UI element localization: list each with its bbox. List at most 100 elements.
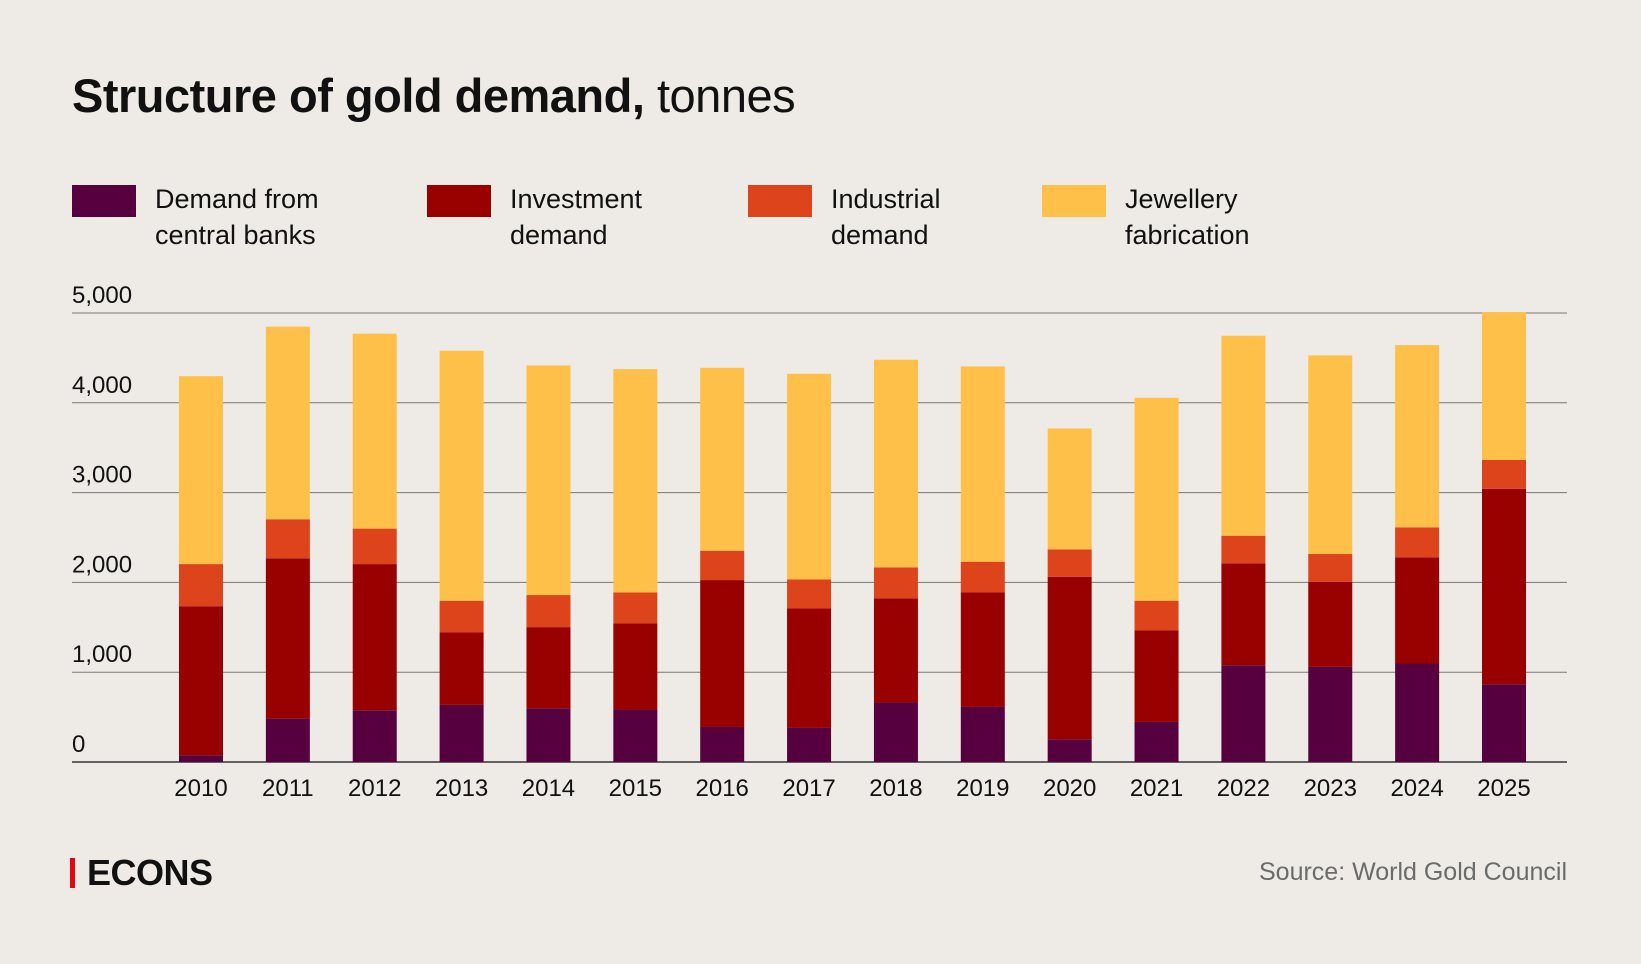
title-unit: tonnes (656, 69, 796, 122)
source-note: Source: World Gold Council (1258, 858, 1567, 886)
title-main: Structure of gold demand, (72, 69, 645, 122)
y-tick-label: 3,000 (72, 462, 132, 489)
bar-segment-demand-from-central-banks-2013 (439, 704, 484, 762)
bar-segment-demand-from-central-banks-2019 (960, 706, 1005, 762)
bar-segment-demand-from-central-banks-2010 (179, 755, 223, 762)
x-tick-label: 2023 (1304, 775, 1357, 802)
legend-item-investment: Investment demand (427, 184, 642, 250)
bar-segment-industrial-demand-2019 (960, 561, 1005, 593)
bar-segment-investment-demand-2022 (1221, 563, 1266, 666)
legend-item-jewellery: Jewellery fabrication (1042, 184, 1250, 250)
bar-segment-demand-from-central-banks-2011 (265, 718, 310, 762)
x-tick-label: 2021 (1130, 775, 1183, 802)
bar-segment-investment-demand-2010 (179, 606, 223, 756)
bar-segment-investment-demand-2024 (1395, 557, 1440, 664)
x-tick-label: 2010 (174, 775, 227, 802)
legend-label: Demand from central banks (155, 184, 319, 250)
bar-segment-jewellery-fabrication-2022 (1221, 335, 1266, 536)
bar-segment-investment-demand-2021 (1134, 630, 1179, 722)
bar-segment-industrial-demand-2010 (179, 564, 223, 607)
bar-segment-jewellery-fabrication-2012 (352, 333, 397, 529)
bar-segment-investment-demand-2025 (1482, 488, 1526, 685)
x-tick-label: 2019 (956, 775, 1009, 802)
x-tick-label: 2018 (869, 775, 922, 802)
bar-segment-industrial-demand-2022 (1221, 535, 1266, 564)
x-tick-label: 2012 (348, 775, 401, 802)
bar-segment-industrial-demand-2014 (526, 595, 571, 628)
bar-segment-demand-from-central-banks-2024 (1395, 663, 1440, 762)
bar-segment-industrial-demand-2017 (787, 579, 832, 609)
bar-segment-demand-from-central-banks-2020 (1047, 739, 1092, 762)
bar-segment-jewellery-fabrication-2018 (873, 359, 918, 568)
y-tick-label: 1,000 (72, 641, 132, 668)
bar-segment-industrial-demand-2018 (873, 567, 918, 599)
bar-segment-investment-demand-2013 (439, 632, 484, 705)
bar-segment-industrial-demand-2012 (352, 528, 397, 565)
bar-segment-jewellery-fabrication-2013 (439, 350, 484, 601)
y-tick-label: 5,000 (72, 282, 132, 309)
x-tick-label: 2014 (522, 775, 575, 802)
bar-segment-demand-from-central-banks-2016 (700, 726, 745, 762)
bar-segment-industrial-demand-2025 (1482, 459, 1526, 489)
bar-segment-investment-demand-2023 (1308, 581, 1353, 667)
bar-segment-investment-demand-2017 (787, 608, 832, 728)
bar-segment-industrial-demand-2021 (1134, 600, 1179, 631)
bar-segment-industrial-demand-2016 (700, 550, 745, 581)
x-tick-label: 2025 (1477, 775, 1530, 802)
bar-segment-demand-from-central-banks-2012 (352, 710, 397, 762)
bar-segment-demand-from-central-banks-2022 (1221, 665, 1266, 762)
x-tick-label: 2024 (1390, 775, 1443, 802)
x-tick-label: 2013 (435, 775, 488, 802)
bar-segment-demand-from-central-banks-2014 (526, 708, 571, 762)
bar-segment-jewellery-fabrication-2023 (1308, 355, 1353, 555)
logo-red-bar (70, 858, 75, 888)
chart-title: Structure of gold demand, tonnes (72, 68, 796, 123)
y-tick-label: 4,000 (72, 372, 132, 399)
bar-segment-jewellery-fabrication-2024 (1395, 345, 1440, 528)
x-tick-label: 2015 (609, 775, 662, 802)
legend-item-central-banks: Demand from central banks (72, 184, 319, 250)
legend-swatch (1042, 185, 1106, 217)
x-tick-label: 2020 (1043, 775, 1096, 802)
y-tick-label: 0 (72, 731, 85, 758)
bar-segment-jewellery-fabrication-2021 (1134, 397, 1179, 601)
x-tick-label: 2016 (696, 775, 749, 802)
bar-segment-investment-demand-2019 (960, 592, 1005, 707)
bar-segment-investment-demand-2011 (265, 558, 310, 719)
y-tick-label: 2,000 (72, 551, 132, 578)
bar-segment-investment-demand-2014 (526, 627, 571, 709)
legend-label: Investment demand (510, 184, 643, 250)
legend-label: Industrial demand (831, 184, 941, 250)
bar-segment-investment-demand-2020 (1047, 576, 1092, 740)
legend-swatch (427, 185, 491, 217)
bar-segment-industrial-demand-2020 (1047, 549, 1092, 577)
legend-swatch (72, 185, 136, 217)
bar-segment-investment-demand-2015 (613, 623, 658, 710)
bar-segment-industrial-demand-2013 (439, 600, 484, 633)
bar-segment-industrial-demand-2011 (265, 519, 310, 559)
bar-segment-jewellery-fabrication-2019 (960, 366, 1005, 562)
legend-label: Jewellery fabrication (1125, 184, 1250, 250)
x-tick-label: 2017 (782, 775, 835, 802)
bar-segment-demand-from-central-banks-2023 (1308, 666, 1353, 762)
bar-segment-investment-demand-2016 (700, 580, 745, 727)
bar-segment-demand-from-central-banks-2025 (1482, 684, 1526, 762)
bar-segment-industrial-demand-2023 (1308, 554, 1353, 582)
x-tick-label: 2011 (262, 775, 314, 802)
logo-text: ECONS (87, 852, 213, 893)
x-tick-label: 2022 (1217, 775, 1270, 802)
bar-segment-investment-demand-2012 (352, 564, 397, 711)
legend-item-industrial: Industrial demand (748, 184, 941, 250)
bar-segment-demand-from-central-banks-2015 (613, 709, 658, 762)
bar-segment-jewellery-fabrication-2014 (526, 365, 571, 596)
bar-segment-demand-from-central-banks-2021 (1134, 721, 1179, 762)
bar-segment-demand-from-central-banks-2018 (873, 702, 918, 762)
econs-logo: ECONS (70, 852, 213, 894)
legend-swatch (748, 185, 812, 217)
bar-segment-jewellery-fabrication-2017 (787, 373, 832, 580)
bar-segment-jewellery-fabrication-2011 (265, 326, 310, 520)
bar-segment-industrial-demand-2024 (1395, 527, 1440, 558)
bar-segment-jewellery-fabrication-2010 (179, 376, 223, 565)
bar-segment-demand-from-central-banks-2017 (787, 727, 832, 762)
